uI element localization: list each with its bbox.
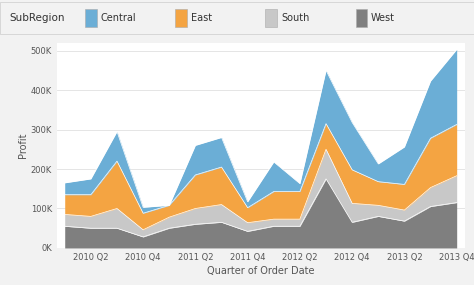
Bar bbox=[85, 9, 97, 27]
Text: West: West bbox=[371, 13, 395, 23]
Text: East: East bbox=[191, 13, 212, 23]
Text: South: South bbox=[281, 13, 310, 23]
Text: SubRegion: SubRegion bbox=[9, 13, 65, 23]
Bar bbox=[175, 9, 187, 27]
X-axis label: Quarter of Order Date: Quarter of Order Date bbox=[207, 266, 314, 276]
Text: Central: Central bbox=[101, 13, 137, 23]
Bar bbox=[356, 9, 367, 27]
Bar bbox=[265, 9, 277, 27]
Y-axis label: Profit: Profit bbox=[18, 133, 28, 158]
FancyBboxPatch shape bbox=[0, 2, 474, 34]
